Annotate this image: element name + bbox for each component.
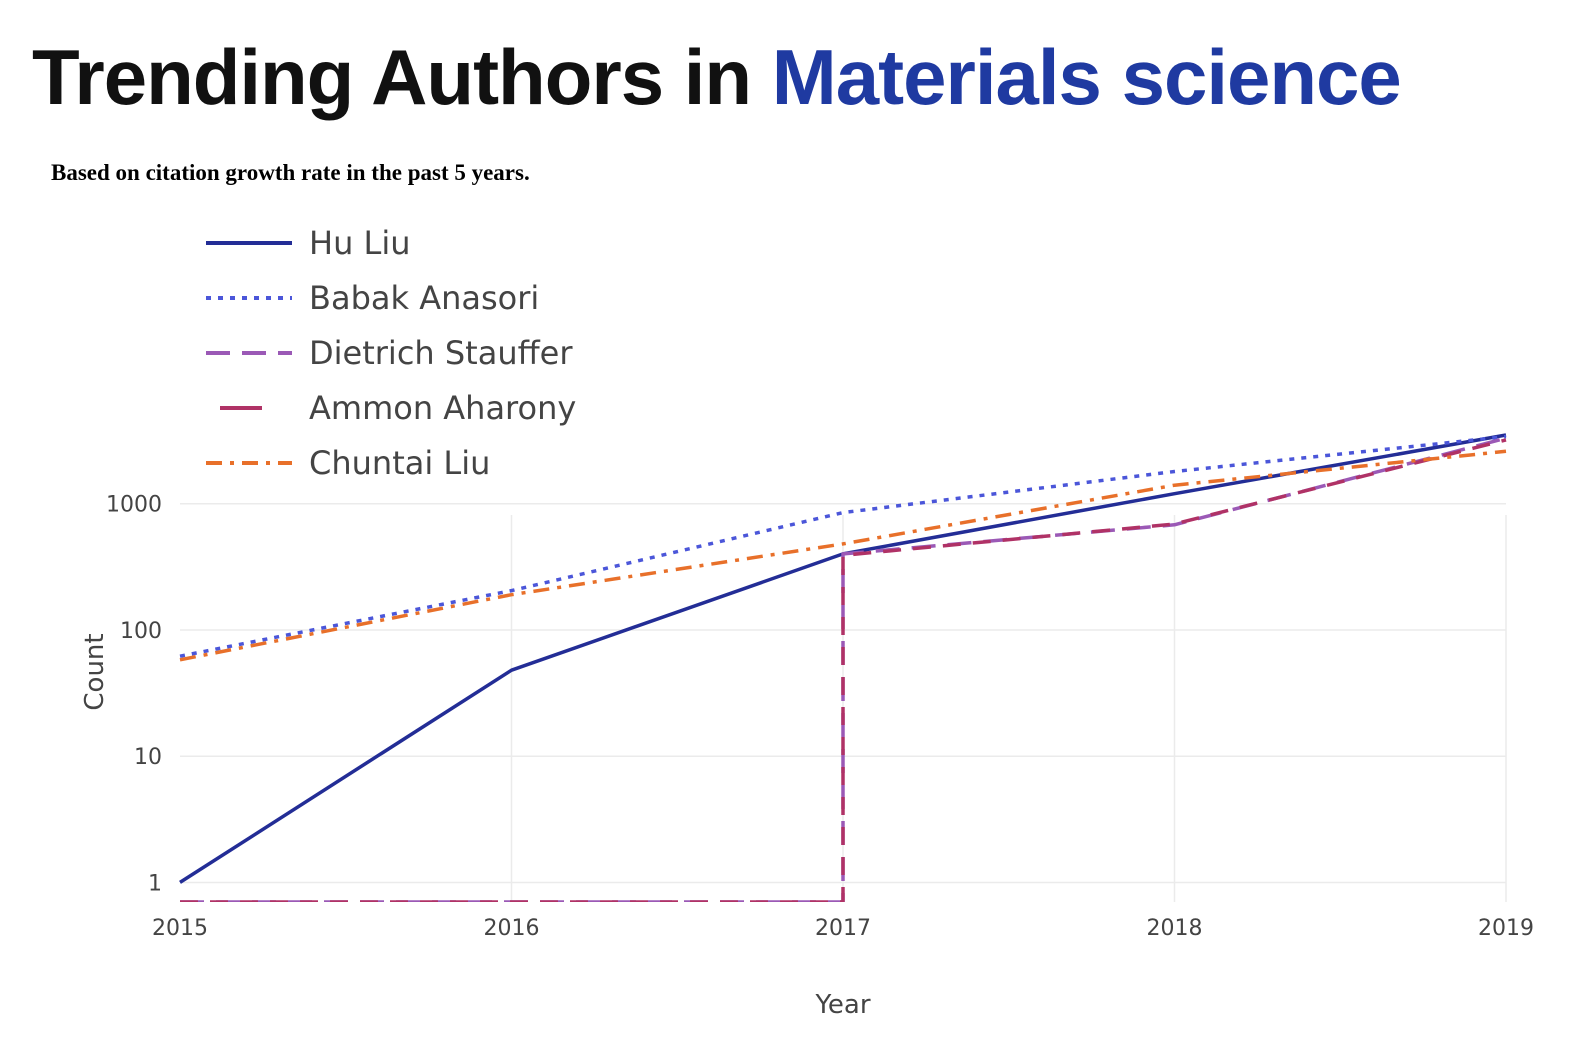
- x-tick-label-2018: 2018: [1147, 916, 1203, 941]
- y-axis-title: Count: [80, 633, 110, 710]
- y-tick-label-1000: 1000: [106, 493, 162, 518]
- page-title-prefix: Trending Authors in: [32, 33, 772, 121]
- page-title: Trending Authors in Materials science: [32, 38, 1402, 116]
- legend-label-babak-anasori: Babak Anasori: [309, 279, 539, 317]
- y-tick-label-100: 100: [120, 619, 162, 644]
- legend-label-hu-liu: Hu Liu: [309, 224, 411, 262]
- x-tick-label-2016: 2016: [484, 916, 540, 941]
- y-tick-label-10: 10: [134, 745, 162, 770]
- legend-label-chuntai-liu: Chuntai Liu: [309, 444, 490, 482]
- y-tick-label-1: 1: [148, 871, 162, 896]
- series-line-chuntai-liu: [179, 449, 1507, 662]
- x-tick-label-2019: 2019: [1478, 916, 1534, 941]
- chart-subtitle: Based on citation growth rate in the pas…: [51, 160, 530, 185]
- series-line-ammon-aharony: [180, 438, 1507, 902]
- legend-label-dietrich-stauffer: Dietrich Stauffer: [309, 334, 573, 372]
- x-tick-label-2015: 2015: [152, 916, 208, 941]
- page-title-topic: Materials science: [771, 33, 1402, 121]
- x-tick-label-2017: 2017: [815, 916, 871, 941]
- x-axis-title: Year: [814, 990, 870, 1020]
- legend-label-ammon-aharony: Ammon Aharony: [309, 389, 576, 427]
